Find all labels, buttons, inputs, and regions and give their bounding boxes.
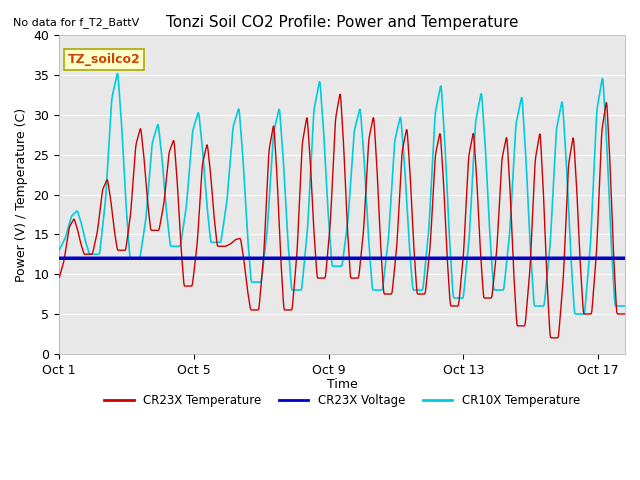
- Legend: CR23X Temperature, CR23X Voltage, CR10X Temperature: CR23X Temperature, CR23X Voltage, CR10X …: [99, 389, 585, 411]
- Title: Tonzi Soil CO2 Profile: Power and Temperature: Tonzi Soil CO2 Profile: Power and Temper…: [166, 15, 518, 30]
- Text: TZ_soilco2: TZ_soilco2: [68, 53, 140, 66]
- Y-axis label: Power (V) / Temperature (C): Power (V) / Temperature (C): [15, 108, 28, 282]
- Text: No data for f_T2_BattV: No data for f_T2_BattV: [13, 17, 139, 28]
- X-axis label: Time: Time: [326, 378, 358, 391]
